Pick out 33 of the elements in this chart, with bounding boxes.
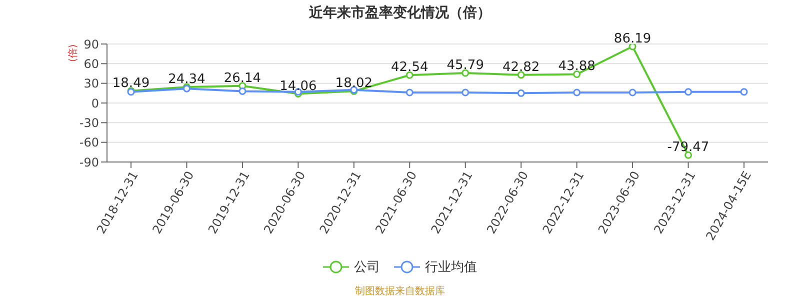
point [740, 88, 748, 96]
point [406, 88, 414, 96]
point [517, 89, 525, 97]
point [628, 44, 636, 50]
y-axis-title: (倍) [66, 44, 80, 62]
point [238, 87, 246, 95]
point [517, 71, 525, 79]
y-tick-label: -60 [79, 136, 99, 150]
point [628, 88, 636, 96]
data-label: 24.34 [168, 72, 206, 88]
data-label: 42.82 [502, 60, 540, 75]
point [573, 88, 581, 96]
y-tick-label: 60 [84, 56, 99, 71]
data-label: 26.14 [224, 70, 262, 86]
y-tick-label: 0 [91, 96, 99, 110]
legend-label: 公司 [354, 259, 380, 276]
point [462, 88, 470, 96]
data-label: 18.02 [335, 76, 373, 92]
y-tick-label: 90 [84, 37, 99, 52]
text: 制图数据来自数据库 [354, 284, 446, 298]
y-tick-label: -30 [79, 116, 99, 130]
point [406, 71, 414, 79]
y-tick-label: -90 [79, 155, 99, 170]
data-label: 18.49 [112, 76, 150, 91]
chart-title: 近年来市盈率变化情况（倍） [308, 4, 492, 22]
legend-label: 行业均值 [425, 259, 477, 276]
data-label: 86.19 [614, 32, 652, 46]
data-label: 14.06 [280, 78, 317, 94]
data-label: 45.79 [446, 58, 484, 73]
data-label: 42.54 [391, 60, 428, 76]
point [462, 69, 470, 77]
y-tick-label: 30 [84, 76, 99, 91]
point [684, 88, 692, 96]
